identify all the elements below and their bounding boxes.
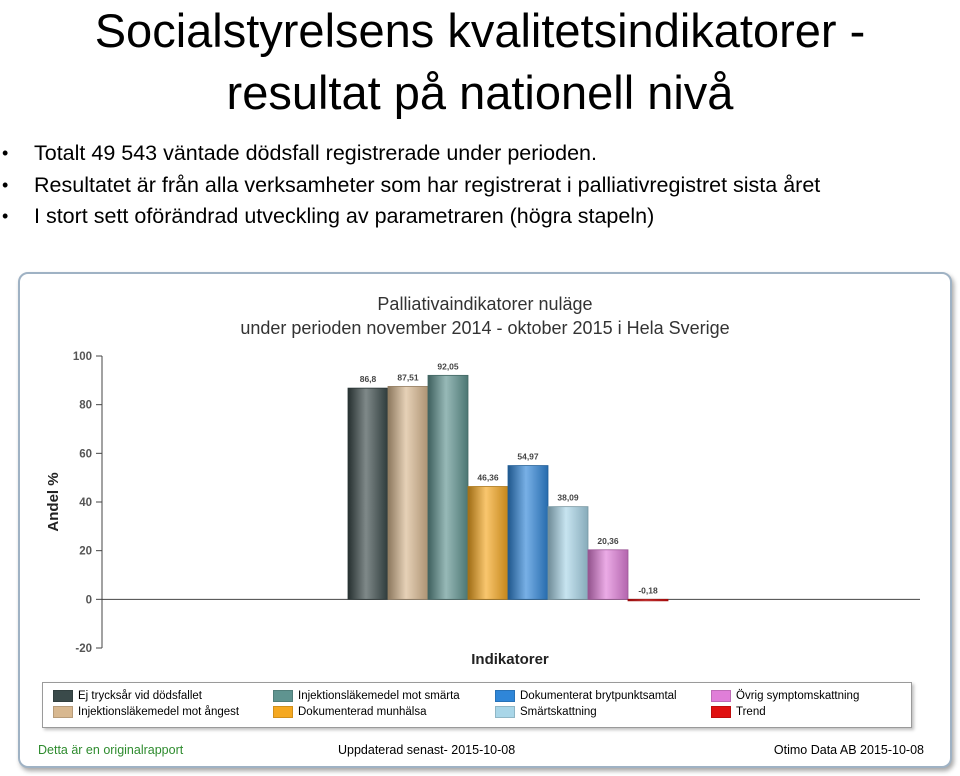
bar	[387, 385, 429, 600]
bar	[547, 506, 589, 600]
legend-item: Injektionsläkemedel mot ångest	[53, 705, 239, 719]
copyright-notice: Otimo Data AB 2015-10-08	[773, 743, 924, 757]
x-axis-title: Indikatorer	[471, 651, 549, 668]
bar-value-label: 38,09	[557, 493, 579, 503]
legend-item: Ej trycksår vid dödsfallet	[53, 689, 202, 703]
legend-item: Smärtskattning	[495, 705, 597, 719]
legend-swatch	[273, 689, 293, 702]
legend-label: Injektionsläkemedel mot smärta	[298, 690, 460, 702]
bar-value-label: 54,97	[517, 452, 539, 462]
legend-label: Dokumenterad munhälsa	[298, 706, 427, 718]
legend-item: Injektionsläkemedel mot smärta	[273, 689, 460, 703]
bullet-item: Totalt 49 543 väntade dödsfall registrer…	[0, 138, 960, 170]
chart-title: Palliativaindikatorer nuläge	[377, 294, 592, 314]
bullet-item: I stort sett oförändrad utveckling av pa…	[0, 201, 960, 233]
legend-item: Dokumenterat brytpunktsamtal	[495, 689, 677, 703]
y-tick-label: 80	[79, 400, 92, 412]
slide-title-line-1: Socialstyrelsens kvalitetsindikatorer -	[94, 4, 866, 57]
bar	[427, 374, 469, 600]
bar-value-label: 46,36	[477, 473, 499, 483]
slide-title-line-2: resultat på nationell nivå	[226, 66, 734, 119]
bar-value-label: 92,05	[437, 361, 459, 371]
legend-swatch	[495, 689, 515, 702]
legend-swatch	[711, 705, 731, 718]
bar	[627, 598, 669, 602]
bullet-list: Totalt 49 543 väntade dödsfall registrer…	[0, 138, 960, 233]
original-report-link[interactable]: Detta är en originalrapport	[38, 743, 184, 757]
y-tick-label: 60	[79, 448, 92, 460]
legend-swatch	[711, 689, 731, 702]
bar	[467, 486, 509, 600]
legend-item: Övrig symptomskattning	[711, 689, 859, 703]
report-frame: Palliativaindikatorer nuläge under period…	[18, 272, 952, 768]
y-tick-label: 20	[79, 546, 92, 558]
legend-swatch	[53, 705, 73, 718]
legend-label: Smärtskattning	[520, 706, 597, 718]
legend-label: Ej trycksår vid dödsfallet	[78, 690, 202, 702]
slide-title: Socialstyrelsens kvalitetsindikatorer - …	[0, 0, 960, 124]
y-tick-label: 40	[79, 497, 92, 509]
y-tick-label: -20	[75, 643, 92, 655]
bar	[507, 465, 549, 600]
y-axis-title: Andel %	[45, 472, 62, 531]
bar-value-label: 87,51	[397, 372, 419, 382]
y-tick-label: 0	[86, 594, 92, 606]
y-tick-label: 100	[73, 351, 92, 363]
legend-item: Dokumenterad munhälsa	[273, 705, 427, 719]
updated-date: Uppdaterad senast- 2015-10-08	[338, 743, 516, 757]
chart-legend: Ej trycksår vid dödsfallet Injektionsläk…	[42, 682, 912, 728]
bar	[347, 387, 389, 600]
legend-swatch	[495, 705, 515, 718]
bar	[587, 549, 629, 600]
bar-value-label: -0,18	[638, 585, 658, 595]
legend-label: Trend	[736, 706, 766, 718]
bullet-item: Resultatet är från alla verksamheter som…	[0, 170, 960, 202]
chart: Palliativaindikatorer nuläge under period…	[45, 294, 920, 668]
legend-item: Trend	[711, 705, 766, 719]
legend-swatch	[53, 689, 73, 702]
bar-value-label: 20,36	[597, 536, 619, 546]
chart-subtitle: under perioden november 2014 - oktober 2…	[240, 318, 729, 338]
legend-swatch	[273, 705, 293, 718]
legend-label: Övrig symptomskattning	[736, 690, 860, 702]
legend-label: Injektionsläkemedel mot ångest	[78, 706, 240, 718]
legend-label: Dokumenterat brytpunktsamtal	[520, 690, 677, 702]
bar-value-label: 86,8	[360, 374, 377, 384]
